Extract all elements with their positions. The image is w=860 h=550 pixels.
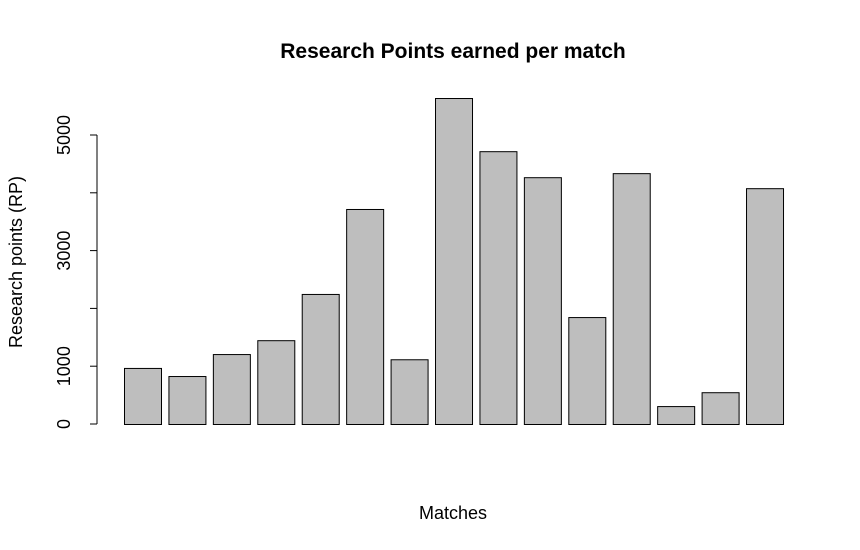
bar xyxy=(124,367,162,425)
bar xyxy=(701,392,740,425)
bar xyxy=(435,98,474,426)
bar xyxy=(346,208,385,425)
chart-title: Research Points earned per match xyxy=(280,40,625,63)
bar xyxy=(257,340,296,425)
bar xyxy=(168,376,207,425)
y-tick-label: 0 xyxy=(54,419,74,429)
x-axis-label: Matches xyxy=(419,503,487,523)
bar xyxy=(390,359,429,426)
bar xyxy=(746,188,785,425)
bar xyxy=(568,317,607,426)
bar xyxy=(523,177,562,425)
y-tick-label: 5000 xyxy=(54,115,74,155)
y-tick-label: 3000 xyxy=(54,231,74,271)
bar xyxy=(612,173,651,425)
bar xyxy=(212,354,251,426)
bar xyxy=(301,293,340,426)
y-axis-label: Research points (RP) xyxy=(6,176,26,348)
y-tick-label: 1000 xyxy=(54,346,74,386)
bar xyxy=(479,151,518,426)
bar xyxy=(657,406,696,425)
